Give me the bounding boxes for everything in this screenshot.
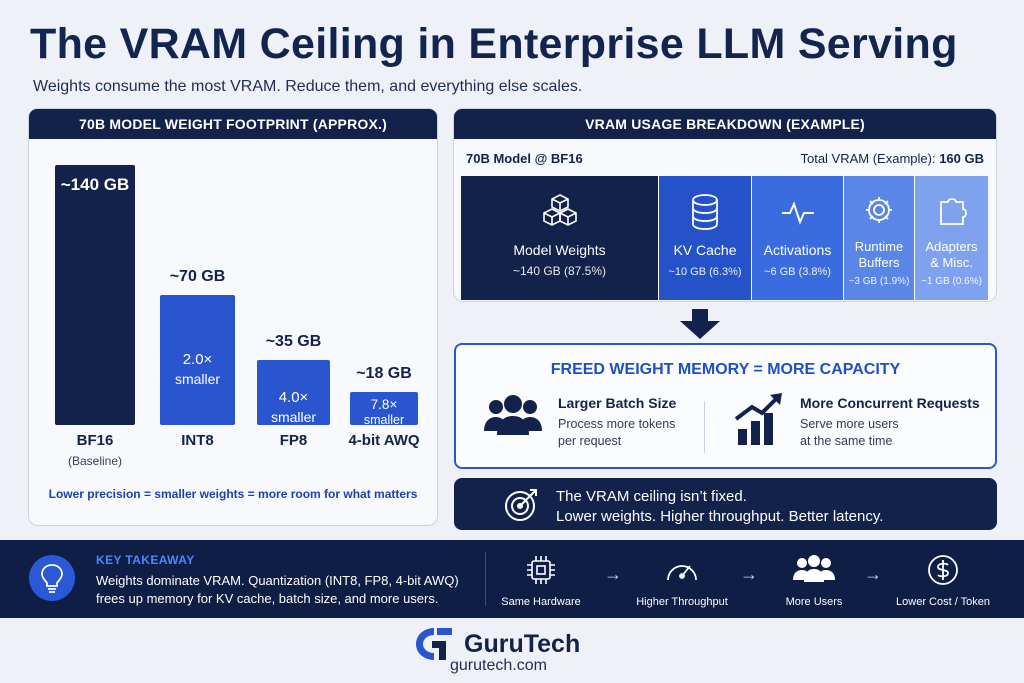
segment-adapters-name-2: & Misc. — [930, 255, 973, 271]
bar-awq-factor: 7.8× — [370, 397, 398, 412]
flow-same-hardware: Same Hardware — [481, 554, 601, 608]
bar-fp8-factor: 4.0× — [278, 389, 309, 406]
chip-icon — [481, 554, 601, 586]
batch-size-desc-2: per request — [558, 433, 622, 448]
bar-fp8-value: ~35 GB — [265, 333, 322, 350]
pulse-icon — [752, 192, 843, 236]
key-takeaway-label: KEY TAKEAWAY — [96, 553, 195, 567]
capacity-title: FREED WEIGHT MEMORY = MORE CAPACITY — [550, 361, 901, 378]
segment-activations: Activations ~6 GB (3.8%) — [752, 176, 843, 300]
brand-url[interactable]: gurutech.com — [450, 657, 547, 674]
bar-awq: 7.8× smaller — [350, 392, 418, 427]
flow-arrow-1: → — [604, 564, 622, 584]
segment-adapters-value: ~1 GB (0.6%) — [921, 276, 982, 287]
bar-int8-name: INT8 — [181, 432, 214, 449]
segment-activations-name: Activations — [763, 242, 832, 258]
segment-runtime-name-1: Runtime — [854, 239, 904, 254]
key-takeaway-line-2: frees up memory for KV cache, batch size… — [96, 590, 439, 606]
flow-arrow-3: → — [864, 564, 882, 584]
page-subtitle: Weights consume the most VRAM. Reduce th… — [33, 78, 583, 95]
segment-runtime-name-2: Buffers — [858, 255, 900, 271]
capacity-concurrent-requests: More Concurrent Requests Serve more user… — [800, 395, 980, 450]
dollar-icon — [883, 554, 1003, 586]
speedometer-icon — [622, 554, 742, 586]
segment-kv-cache-name: KV Cache — [673, 242, 737, 258]
total-vram-label: Total VRAM (Example): 160 GB — [800, 151, 984, 166]
flow-higher-throughput: Higher Throughput — [622, 554, 742, 608]
flow-higher-throughput-label: Higher Throughput — [636, 596, 728, 608]
model-precision-label: 70B Model @ BF16 — [466, 151, 583, 166]
total-vram-caption: Total VRAM (Example): — [800, 151, 940, 166]
precision-note: Lower precision = smaller weights = more… — [48, 487, 418, 501]
bar-int8-factor: 2.0× — [182, 351, 213, 368]
batch-size-heading: Larger Batch Size — [558, 395, 677, 411]
users-group-icon — [482, 395, 544, 444]
ceiling-banner: The VRAM ceiling isn’t fixed. Lower weig… — [454, 478, 997, 530]
bar-bf16: ~140 GB — [55, 165, 135, 425]
batch-size-desc-1: Process more tokens — [558, 417, 676, 431]
vram-breakdown-panel: VRAM USAGE BREAKDOWN (EXAMPLE) 70B Model… — [453, 108, 997, 302]
key-takeaway-band: KEY TAKEAWAY Weights dominate VRAM. Quan… — [0, 540, 1024, 618]
segment-kv-cache-value: ~10 GB (6.3%) — [668, 266, 742, 278]
bar-int8-value: ~70 GB — [169, 268, 226, 285]
bar-bf16-sub: (Baseline) — [67, 454, 123, 468]
total-vram-value: 160 GB — [939, 151, 984, 166]
arrow-down-icon — [680, 309, 720, 344]
database-icon — [659, 192, 751, 236]
flow-arrow-2: → — [740, 564, 758, 584]
weight-footprint-panel: 70B MODEL WEIGHT FOOTPRINT (APPROX.) ~14… — [28, 108, 438, 526]
brand-logo: GuruTech — [412, 626, 580, 662]
bar-bf16-name: BF16 — [76, 432, 114, 449]
capacity-panel: FREED WEIGHT MEMORY = MORE CAPACITY Larg… — [454, 343, 997, 469]
vram-breakdown-heading: VRAM USAGE BREAKDOWN (EXAMPLE) — [454, 109, 996, 139]
brand-name: GuruTech — [464, 629, 581, 658]
segment-runtime-value: ~3 GB (1.9%) — [848, 276, 910, 287]
bar-awq-value: ~18 GB — [356, 365, 412, 382]
key-takeaway-line-1: Weights dominate VRAM. Quantization (INT… — [96, 573, 459, 588]
gear-icon — [844, 192, 914, 236]
flow-lower-cost-label: Lower Cost / Token — [896, 596, 990, 608]
bar-awq-name: 4-bit AWQ — [348, 432, 420, 449]
bar-awq-smaller: smaller — [363, 412, 405, 427]
capacity-divider — [704, 401, 705, 453]
concurrent-desc-2: at the same time — [800, 433, 893, 448]
flow-more-users: More Users — [754, 554, 874, 608]
segment-activations-value: ~6 GB (3.8%) — [764, 266, 831, 278]
weight-footprint-heading: 70B MODEL WEIGHT FOOTPRINT (APPROX.) — [29, 109, 437, 139]
lightbulb-icon — [29, 555, 75, 601]
bar-fp8-name: FP8 — [279, 432, 308, 449]
bar-fp8-smaller: smaller — [270, 408, 317, 425]
bar-fp8: 4.0× smaller — [257, 360, 330, 425]
segment-runtime-buffers: Runtime Buffers ~3 GB (1.9%) — [844, 176, 914, 300]
ceiling-line-2: Lower weights. Higher throughput. Better… — [556, 508, 884, 526]
flow-same-hardware-label: Same Hardware — [501, 596, 581, 608]
bar-int8-smaller: smaller — [174, 370, 221, 387]
target-icon — [502, 484, 542, 529]
segment-model-weights-name: Model Weights — [513, 242, 606, 258]
gurutech-logo-icon — [416, 628, 452, 660]
segment-model-weights-value: ~140 GB (87.5%) — [512, 264, 607, 278]
bar-int8: 2.0× smaller — [160, 295, 235, 425]
concurrent-heading: More Concurrent Requests — [800, 395, 980, 411]
segment-model-weights: Model Weights ~140 GB (87.5%) — [461, 176, 658, 300]
band-divider — [485, 552, 486, 606]
segment-adapters-name-1: Adapters — [925, 239, 978, 254]
ceiling-line-1: The VRAM ceiling isn’t fixed. — [556, 488, 747, 505]
segment-kv-cache: KV Cache ~10 GB (6.3%) — [659, 176, 751, 300]
flow-more-users-label: More Users — [785, 596, 843, 608]
concurrent-desc-1: Serve more users — [800, 417, 899, 431]
growth-chart-icon — [734, 391, 786, 452]
bar-bf16-value: ~140 GB — [60, 175, 130, 194]
flow-lower-cost: Lower Cost / Token — [883, 554, 1003, 608]
page-title: The VRAM Ceiling in Enterprise LLM Servi… — [30, 20, 958, 68]
users-icon — [754, 554, 874, 586]
cubes-icon — [461, 192, 658, 236]
segment-adapters: Adapters & Misc. ~1 GB (0.6%) — [915, 176, 988, 300]
puzzle-icon — [915, 192, 988, 236]
capacity-batch-size: Larger Batch Size Process more tokens pe… — [558, 395, 676, 450]
